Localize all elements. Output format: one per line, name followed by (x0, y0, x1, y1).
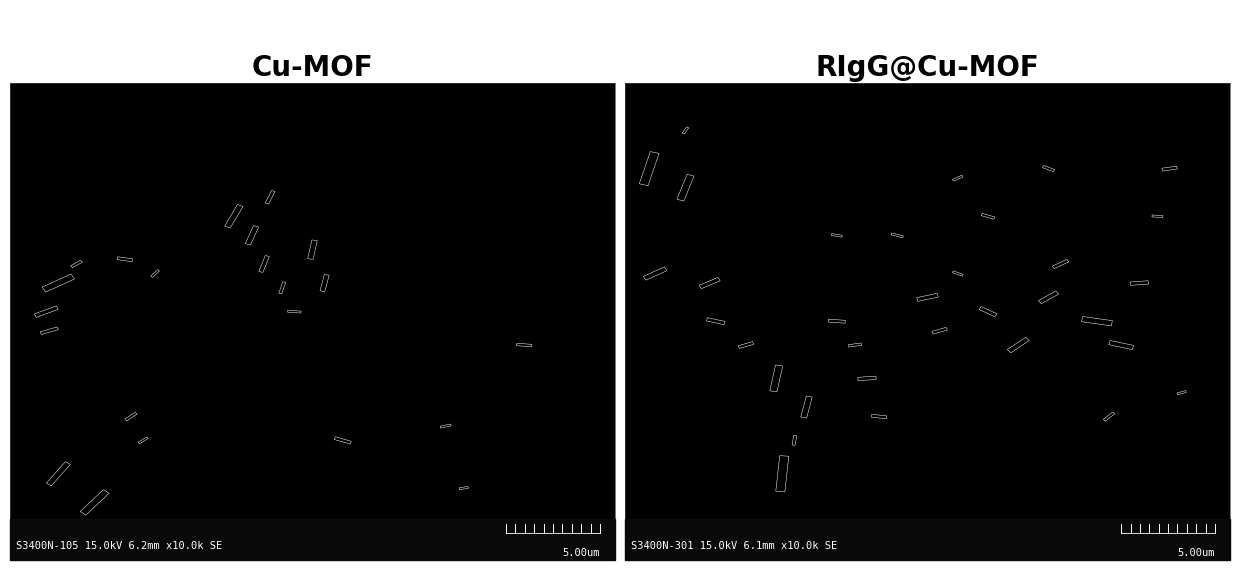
Text: S3400N-301 15.0kV 6.1mm x10.0k SE: S3400N-301 15.0kV 6.1mm x10.0k SE (631, 541, 837, 551)
Bar (42, 274, 74, 292)
Bar (872, 415, 887, 419)
Bar (279, 282, 285, 294)
Bar (246, 226, 259, 245)
Bar (640, 151, 658, 186)
Bar (792, 436, 797, 445)
Bar (952, 175, 963, 181)
Bar (1038, 291, 1059, 304)
Bar (1152, 215, 1163, 218)
Bar (1104, 412, 1115, 421)
Bar (1162, 166, 1177, 171)
Bar (125, 412, 136, 421)
Bar (40, 327, 58, 335)
Bar (831, 234, 842, 237)
Bar (644, 267, 667, 280)
Bar (440, 424, 451, 428)
Bar (320, 275, 329, 292)
Bar (952, 271, 963, 276)
Bar (224, 204, 243, 228)
Bar (35, 306, 58, 317)
Bar (151, 270, 160, 278)
Bar (1081, 316, 1112, 326)
Bar (1043, 166, 1055, 172)
Bar (892, 233, 904, 238)
Bar (288, 310, 301, 313)
Bar (699, 278, 720, 289)
Text: 5.00um: 5.00um (563, 548, 600, 558)
Bar (1007, 337, 1029, 353)
Bar (932, 327, 947, 334)
Bar (517, 343, 532, 347)
Bar (46, 461, 71, 486)
Title: Cu-MOF: Cu-MOF (252, 54, 373, 82)
Text: S3400N-105 15.0kV 6.2mm x10.0k SE: S3400N-105 15.0kV 6.2mm x10.0k SE (16, 541, 222, 551)
Bar (71, 260, 82, 268)
Bar (10, 519, 615, 560)
Bar (625, 519, 1230, 560)
Text: 5.00um: 5.00um (1178, 548, 1215, 558)
Bar (334, 437, 351, 444)
Bar (707, 317, 725, 325)
Bar (828, 319, 846, 323)
Bar (981, 214, 994, 219)
Bar (81, 489, 109, 515)
Bar (265, 191, 275, 204)
Bar (677, 174, 694, 201)
Bar (459, 486, 469, 489)
Title: RIgG@Cu-MOF: RIgG@Cu-MOF (816, 54, 1039, 82)
Bar (1109, 340, 1133, 349)
Bar (1177, 391, 1187, 395)
Bar (916, 293, 939, 301)
Bar (858, 376, 877, 381)
Bar (682, 127, 688, 134)
Bar (308, 240, 317, 259)
Bar (259, 255, 269, 272)
Bar (776, 456, 789, 492)
Bar (770, 365, 782, 392)
Bar (980, 307, 997, 317)
Bar (1130, 281, 1148, 286)
Bar (738, 341, 754, 348)
Bar (1053, 259, 1069, 268)
Bar (801, 396, 812, 418)
Bar (138, 437, 148, 444)
Bar (117, 257, 133, 262)
Bar (848, 343, 862, 347)
